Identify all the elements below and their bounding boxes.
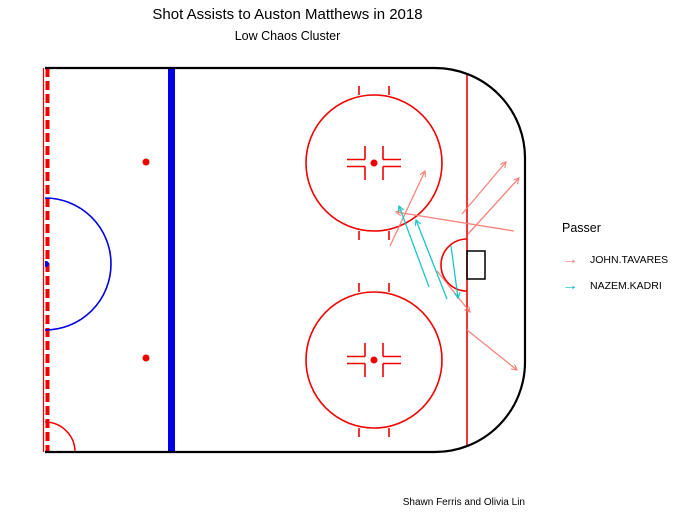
pass-arrow-nazem-kadri bbox=[399, 206, 430, 288]
legend-title: Passer bbox=[562, 221, 601, 235]
pass-arrow-john-tavares bbox=[389, 171, 425, 247]
faceoff-circle-top-ring bbox=[305, 94, 443, 232]
pass-arrow-john-tavares bbox=[436, 270, 470, 312]
chart-subtitle: Low Chaos Cluster bbox=[234, 29, 341, 43]
kadri-arrow-icon: → bbox=[562, 277, 578, 294]
center-red-line bbox=[42, 68, 50, 452]
legend: Passer → JOHN.TAVARES → NAZEM.KADRI bbox=[562, 221, 668, 299]
chart-caption: Shawn Ferris and Olivia Lin bbox=[402, 497, 525, 508]
rink-clipped-features bbox=[45, 68, 468, 452]
legend-label-tavares: JOHN.TAVARES bbox=[590, 254, 669, 266]
referee-crease-arc bbox=[45, 421, 76, 452]
pass-arrows-layer bbox=[389, 162, 519, 370]
faceoff-dot-top bbox=[370, 159, 378, 167]
chart-title: Shot Assists to Auston Matthews in 2018 bbox=[152, 6, 423, 23]
pass-arrow-nazem-kadri bbox=[416, 220, 448, 300]
faceoff-circle-bottom-ring bbox=[305, 291, 443, 429]
faceoff-dot-bottom bbox=[370, 356, 378, 364]
legend-entry-tavares: → JOHN.TAVARES bbox=[562, 247, 668, 273]
tavares-arrow-icon: → bbox=[562, 251, 578, 268]
faceoff-circle-bottom bbox=[305, 283, 443, 437]
faceoff-circle-top bbox=[305, 86, 443, 240]
goal-net bbox=[466, 250, 486, 280]
legend-entry-kadri: → NAZEM.KADRI bbox=[562, 273, 668, 299]
center-faceoff-dot bbox=[45, 261, 49, 267]
neutral-faceoff-dot-top bbox=[142, 158, 150, 166]
pass-arrow-john-tavares bbox=[396, 212, 515, 232]
legend-label-kadri: NAZEM.KADRI bbox=[590, 280, 662, 292]
boards-outline bbox=[45, 66, 527, 454]
pass-arrow-john-tavares bbox=[461, 162, 506, 215]
pass-arrow-john-tavares bbox=[466, 329, 517, 370]
neutral-faceoff-dot-bottom bbox=[142, 354, 150, 362]
pass-arrow-nazem-kadri bbox=[450, 245, 458, 298]
pass-arrow-john-tavares bbox=[467, 178, 519, 235]
center-faceoff-circle bbox=[45, 197, 112, 331]
